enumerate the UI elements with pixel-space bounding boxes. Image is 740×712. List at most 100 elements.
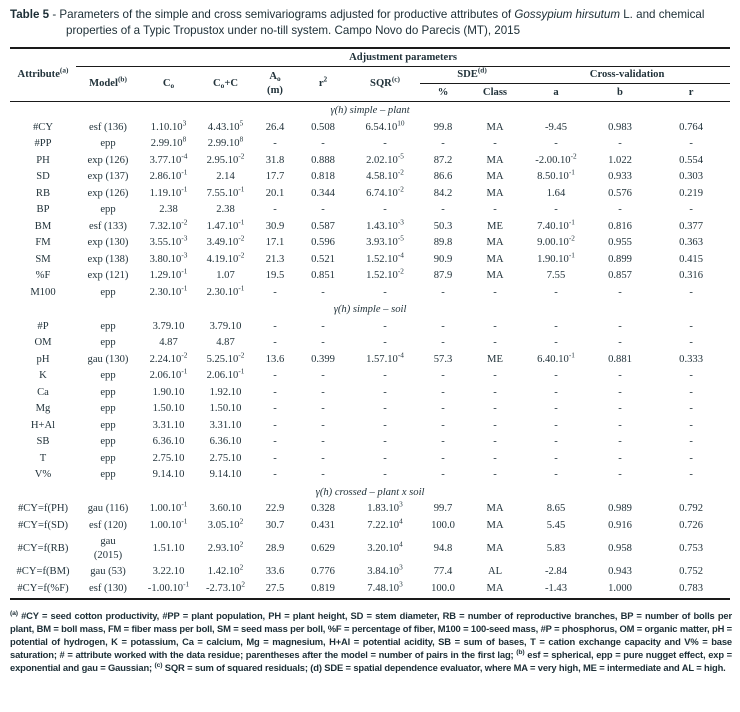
col-header-cv-b: b [588,83,652,102]
cell-sde-percent: - [441,436,445,447]
cell-sqr: 1.43.10-3 [366,218,404,232]
cell-attribute: #CY=f(PH) [17,503,69,514]
col-header-sde-class: Class [466,83,524,102]
cell-r2: - [321,337,325,348]
cell-c0: 6.36.10 [152,436,185,447]
table-row: V% epp 9.14.10 9.14.10 - - - - - - - - [10,467,730,484]
cell-sde-class: ME [487,220,503,232]
cell-c0-plus-c: 2.95.10-2 [206,152,245,166]
cell-c0-plus-c: 7.55.10-1 [206,185,245,199]
cell-c0-plus-c: 1.42.102 [207,563,244,578]
table-body: γ(h) simple – plant #CY esf (136) 1.10.103 4… [10,101,731,600]
cell-cv-b: 1.000 [588,580,652,600]
cell-sde-class: - [493,320,497,332]
cell-sde-percent: - [441,452,445,464]
title-text-1: Parameters of the simple and cross semiv… [59,8,515,21]
cell-a0: - [273,370,277,381]
cell-cv-r: - [689,320,693,332]
cell-cv-a: - [554,286,558,298]
cell-cv-r: - [689,403,693,414]
cell-cv-r: 0.377 [679,220,703,232]
cell-cv-b: - [618,436,622,447]
cell-cv-r: 0.554 [679,154,703,166]
section-header-row: γ(h) crossed – plant x soil [10,483,730,501]
cell-cv-r: 0.415 [679,253,703,265]
cell-c0: 3.80.10-3 [149,251,188,265]
section-title: γ(h) simple – soil [333,304,407,315]
table-row: SD exp (137) 2.86.10-1 2.14 17.7 0.818 4.58.10… [10,169,730,186]
cell-c0-plus-c: 1.50.10 [209,403,242,414]
cell-a0: 13.6 [265,353,285,365]
cell-sde-percent: 77.4 [433,566,453,577]
cell-sqr: 7.48.103 [350,580,420,600]
cell-cv-a: - [554,436,558,447]
cell-sqr: - [383,204,387,215]
cell-sde-percent: 50.3 [433,220,453,232]
cell-model: epp [100,138,116,149]
cell-c0: 1.10.103 [150,119,187,133]
cell-cv-r: 0.219 [679,187,703,199]
cell-sqr: 1.83.103 [367,500,403,515]
cell-sde-percent: 57.3 [433,353,453,365]
cell-sqr: 1.52.10-4 [366,251,404,265]
cell-c0: 1.19.10-1 [149,185,188,199]
cell-a0: 30.9 [265,220,285,232]
cell-cv-b: 0.576 [608,187,632,199]
cell-cv-b: - [618,138,622,149]
table-row: #CY=f(BM) gau (53) 3.22.10 1.42.102 33.6 0.77… [10,564,730,581]
cell-attribute: SM [35,253,51,265]
cell-model: gau (116) [87,503,129,514]
cell-c0: 1.00.10-1 [149,517,188,531]
cell-c0: 2.86.10-1 [149,168,188,183]
cell-c0: 2.99.108 [150,135,187,150]
cell-attribute: PH [36,154,50,166]
cell-c0-plus-c: 1.47.10-1 [206,218,245,232]
cell-model: exp (126) [87,187,129,199]
cell-sqr: - [383,436,387,447]
cell-c0-plus-c: 3.31.10 [209,419,242,431]
cell-c0: 2.30.10-1 [149,284,188,298]
table-row: RB exp (126) 1.19.10-1 7.55.10-1 20.1 0.344 6.… [10,185,730,202]
cell-sde-class: MA [486,519,504,531]
cell-sde-percent: - [441,337,445,348]
table-row: OM epp 4.87 4.87 - - - - - - - - [10,335,730,352]
table-row: M100 epp 2.30.10-1 2.30.10-1 - - - - - - - - [10,284,730,301]
table-row: #CY=f(%F) esf (130) -1.00.10-1 -2.73.102 27.… [10,580,731,600]
cell-sde-class: MA [486,503,504,514]
cell-sde-percent: 94.8 [433,542,453,554]
cell-cv-r: - [689,370,693,381]
cell-cv-r: 0.764 [679,121,703,133]
cell-c0-plus-c: 9.14.10 [209,469,242,480]
cell-attribute: T [39,452,47,464]
cell-sde-class: MA [486,253,504,265]
cell-sde-percent: - [441,320,445,332]
cell-cv-a: - [554,370,558,381]
cell-sqr: 4.58.10-2 [366,168,404,183]
cell-c0-plus-c: 2.30.10-1 [206,284,245,298]
cell-cv-a: - [554,204,558,215]
cell-sde-percent: 99.7 [433,503,453,514]
cell-cv-a: 6.40.10-1 [537,351,575,365]
cell-sde-percent: - [441,469,445,480]
cell-c0: 2.38 [159,204,178,215]
cell-cv-b: 0.916 [608,519,632,531]
cell-a0: - [273,286,277,298]
cell-sde-percent: - [441,403,445,414]
cell-a0: 28.9 [265,542,285,554]
cell-sqr: - [383,452,387,464]
cell-r2: - [321,286,325,298]
cell-attribute: SD [36,171,50,182]
cell-r2: 0.819 [296,580,350,600]
cell-a0: 22.9 [265,503,285,514]
cell-cv-a: - [554,452,558,464]
cell-cv-r: 0.726 [679,519,703,531]
cell-r2: 0.508 [311,121,335,133]
cell-model: esf (130) [76,580,140,600]
cell-sde-class: AL [487,566,503,577]
table-row: SB epp 6.36.10 6.36.10 - - - - - - - - [10,434,730,451]
cell-cv-b: - [618,386,622,398]
cell-cv-a: 8.65 [546,503,566,514]
cell-c0: 9.14.10 [152,469,185,480]
cell-model: epp [100,320,116,332]
cell-attribute: FM [35,237,51,248]
